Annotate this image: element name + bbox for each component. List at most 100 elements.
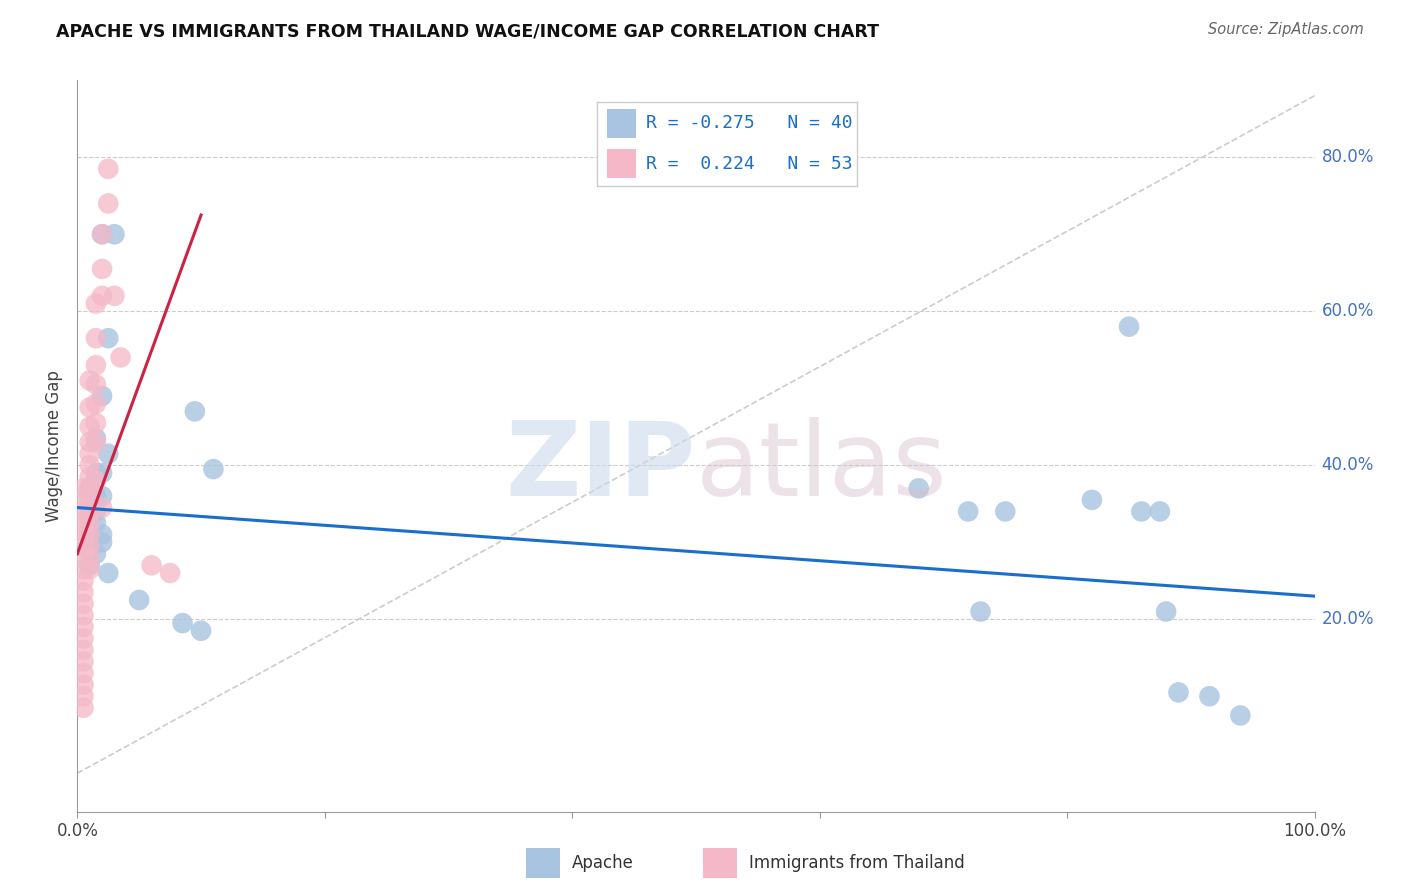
Point	[202, 462, 225, 476]
Point	[72, 655, 94, 669]
Point	[84, 516, 107, 530]
Point	[84, 296, 107, 310]
Point	[84, 377, 107, 392]
Point	[79, 470, 101, 484]
Point	[84, 331, 107, 345]
Point	[79, 516, 101, 530]
Point	[91, 489, 114, 503]
Point	[91, 535, 114, 549]
Text: Apache: Apache	[572, 854, 634, 872]
Bar	[607, 109, 636, 137]
Point	[141, 558, 163, 573]
Text: R = -0.275   N = 40: R = -0.275 N = 40	[647, 114, 853, 132]
Point	[1154, 605, 1177, 619]
Point	[1130, 504, 1153, 518]
Text: 80.0%: 80.0%	[1322, 148, 1374, 166]
Point	[79, 481, 101, 495]
Point	[84, 547, 107, 561]
Point	[957, 504, 980, 518]
Text: atlas: atlas	[696, 417, 948, 518]
Point	[72, 620, 94, 634]
Text: Immigrants from Thailand: Immigrants from Thailand	[749, 854, 965, 872]
Point	[79, 504, 101, 518]
Text: Source: ZipAtlas.com: Source: ZipAtlas.com	[1208, 22, 1364, 37]
Point	[110, 351, 132, 365]
Point	[1149, 504, 1171, 518]
Point	[72, 666, 94, 681]
Point	[79, 527, 101, 541]
Point	[79, 550, 101, 565]
Point	[79, 535, 101, 549]
Point	[91, 466, 114, 480]
Point	[72, 504, 94, 518]
Point	[79, 539, 101, 553]
Point	[79, 458, 101, 473]
Point	[72, 585, 94, 599]
Point	[84, 466, 107, 480]
Point	[79, 562, 101, 576]
Point	[1167, 685, 1189, 699]
Point	[79, 447, 101, 461]
Point	[1229, 708, 1251, 723]
Point	[84, 504, 107, 518]
Point	[84, 435, 107, 450]
Point	[91, 289, 114, 303]
Point	[72, 643, 94, 657]
Point	[72, 562, 94, 576]
Point	[91, 389, 114, 403]
Point	[103, 227, 125, 242]
Bar	[607, 149, 636, 178]
Point	[97, 196, 120, 211]
Point	[994, 504, 1017, 518]
Point	[79, 435, 101, 450]
Point	[84, 397, 107, 411]
Point	[72, 527, 94, 541]
Point	[1118, 319, 1140, 334]
Point	[72, 516, 94, 530]
Point	[72, 632, 94, 646]
Point	[97, 447, 120, 461]
Point	[103, 289, 125, 303]
Point	[97, 566, 120, 580]
Y-axis label: Wage/Income Gap: Wage/Income Gap	[45, 370, 63, 522]
Bar	[526, 848, 560, 878]
Point	[72, 574, 94, 588]
Point	[72, 481, 94, 495]
Text: 40.0%: 40.0%	[1322, 456, 1374, 475]
Point	[72, 539, 94, 553]
Point	[79, 481, 101, 495]
Point	[79, 516, 101, 530]
Point	[91, 227, 114, 242]
Point	[84, 474, 107, 488]
Point	[907, 481, 929, 495]
Point	[79, 492, 101, 507]
Point	[84, 431, 107, 445]
Point	[79, 543, 101, 558]
Point	[969, 605, 991, 619]
Point	[84, 416, 107, 430]
Point	[79, 401, 101, 415]
Point	[91, 527, 114, 541]
Point	[1081, 492, 1104, 507]
Point	[72, 700, 94, 714]
Point	[84, 489, 107, 503]
Point	[128, 593, 150, 607]
Point	[1198, 690, 1220, 704]
Point	[79, 504, 101, 518]
Point	[72, 608, 94, 623]
Point	[72, 550, 94, 565]
Point	[190, 624, 212, 638]
Point	[79, 558, 101, 573]
Point	[72, 492, 94, 507]
Point	[184, 404, 207, 418]
Text: 60.0%: 60.0%	[1322, 302, 1374, 320]
Point	[91, 261, 114, 276]
Text: 20.0%: 20.0%	[1322, 610, 1374, 628]
Point	[159, 566, 181, 580]
Point	[79, 374, 101, 388]
Point	[72, 678, 94, 692]
Point	[84, 358, 107, 372]
Text: APACHE VS IMMIGRANTS FROM THAILAND WAGE/INCOME GAP CORRELATION CHART: APACHE VS IMMIGRANTS FROM THAILAND WAGE/…	[56, 22, 879, 40]
Point	[79, 419, 101, 434]
Point	[172, 616, 194, 631]
